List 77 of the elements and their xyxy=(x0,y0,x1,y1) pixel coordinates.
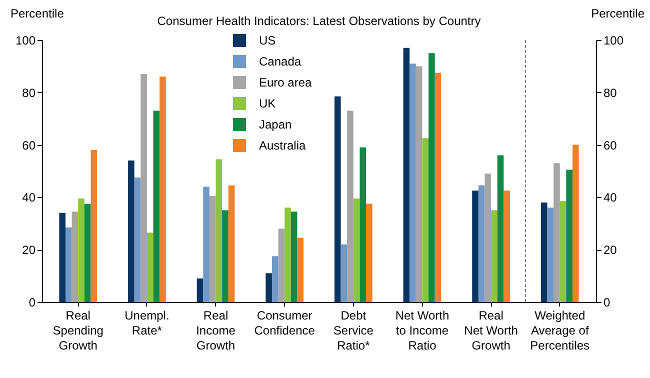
bar xyxy=(66,227,72,302)
y2-tick-label: 0 xyxy=(604,296,610,310)
x-tick-label: Real Net Worth Growth xyxy=(464,308,518,352)
bar xyxy=(547,208,554,302)
legend-label: Canada xyxy=(259,54,302,68)
bar xyxy=(90,150,98,302)
x-tick-label: Unempl. Rate* xyxy=(124,308,170,338)
y-tick-label: 0 xyxy=(28,296,36,310)
bar xyxy=(353,198,360,302)
bar xyxy=(216,159,222,302)
bar xyxy=(59,212,66,302)
bar xyxy=(416,66,422,302)
bar xyxy=(334,96,341,302)
x-tick-label: Real Income Growth xyxy=(196,308,236,352)
bar xyxy=(272,256,278,302)
bar xyxy=(78,198,84,302)
bar xyxy=(410,64,416,302)
bar xyxy=(347,110,354,302)
bar xyxy=(484,174,492,302)
bar xyxy=(491,210,498,302)
bar xyxy=(146,232,154,302)
legend-label: US xyxy=(259,34,276,48)
y2-axis-title: Percentile xyxy=(591,6,645,20)
chart-title: Consumer Health Indicators: Latest Observations by Country xyxy=(157,14,481,28)
y-tick-label: 100 xyxy=(15,34,36,48)
y-tick-label: 20 xyxy=(22,243,36,258)
legend-label: Australia xyxy=(259,138,306,152)
bar xyxy=(196,278,204,302)
legend-label: Euro area xyxy=(259,76,312,90)
bar xyxy=(560,201,566,302)
y-tick-label: 40 xyxy=(22,190,36,205)
bar xyxy=(428,53,435,302)
bar xyxy=(434,72,442,302)
bar xyxy=(572,144,579,302)
y2-tick-label: 100 xyxy=(604,34,624,48)
bar xyxy=(153,110,160,302)
y2-tick-label: 20 xyxy=(604,243,618,258)
x-tick-label: Real Spending Growth xyxy=(52,308,104,352)
y2-tick-label: 80 xyxy=(604,86,618,100)
x-tick-label: Debt Service Ratio* xyxy=(333,308,374,352)
bar xyxy=(72,212,78,302)
bar xyxy=(297,238,304,302)
x-tick-label: Weighted Average of Percentiles xyxy=(530,308,590,352)
x-tick-label: Consumer Confidence xyxy=(254,308,316,338)
bar xyxy=(140,74,147,302)
bar xyxy=(160,76,166,302)
bar xyxy=(284,208,291,302)
bar xyxy=(134,178,141,302)
bar xyxy=(203,186,210,302)
bar xyxy=(403,48,410,302)
bar xyxy=(266,273,272,302)
bar xyxy=(222,210,228,302)
y2-tick-label: 60 xyxy=(604,138,618,152)
bar xyxy=(366,204,372,302)
bar xyxy=(128,160,134,302)
bar xyxy=(478,185,485,302)
bar xyxy=(554,163,560,302)
bar xyxy=(497,155,504,302)
legend-label: Japan xyxy=(259,118,292,132)
y-axis-title: Percentile xyxy=(10,6,64,20)
bar xyxy=(360,147,366,302)
y-tick-label: 60 xyxy=(22,138,36,152)
bar xyxy=(422,138,429,302)
bar xyxy=(290,212,298,302)
y-tick-label: 80 xyxy=(22,86,36,100)
bar xyxy=(228,185,235,302)
x-tick-label: Net Worth to Income Ratio xyxy=(395,308,450,352)
bar xyxy=(566,170,572,302)
bar xyxy=(84,204,91,302)
bar xyxy=(209,196,216,302)
bar xyxy=(540,202,548,302)
y2-tick-label: 40 xyxy=(604,190,618,205)
legend-label: UK xyxy=(259,96,276,110)
bar xyxy=(504,190,510,302)
bar xyxy=(340,244,348,302)
bar xyxy=(278,228,285,302)
bar xyxy=(472,190,478,302)
